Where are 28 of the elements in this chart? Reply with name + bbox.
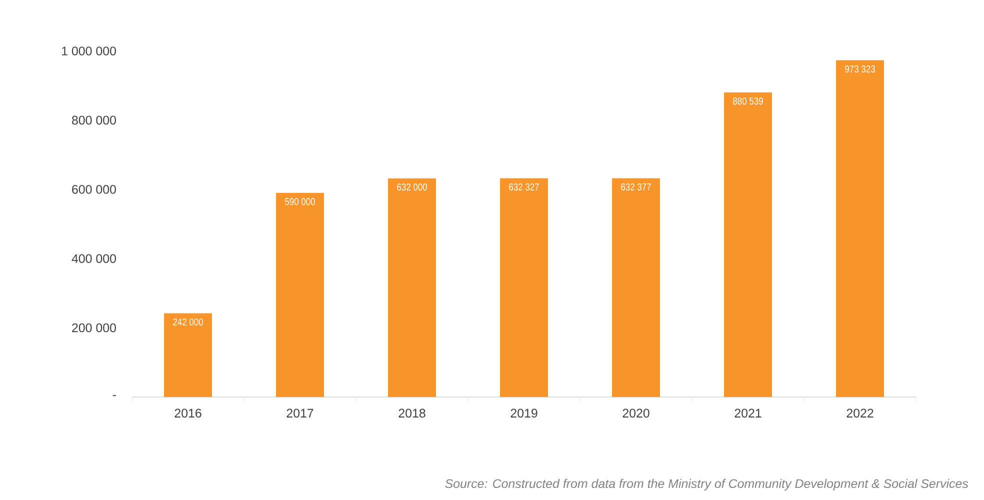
data-label: 632 377: [621, 183, 651, 190]
bar: [388, 178, 436, 397]
y-tick-label: 1 000 000: [62, 46, 116, 56]
y-tick-label: 200 000: [72, 323, 116, 332]
y-tick-label: 400 000: [72, 254, 116, 264]
data-label: 880 539: [733, 98, 763, 105]
x-tick-label: 2020: [622, 408, 650, 418]
data-label: 632 000: [397, 184, 427, 191]
bar: [500, 178, 548, 397]
y-tick-label: 600 000: [72, 184, 116, 194]
x-tick-label: 2021: [734, 408, 762, 418]
bar: [724, 92, 772, 397]
y-tick-label: 800 000: [72, 116, 116, 125]
bar: [276, 192, 324, 397]
x-tick-label: 2022: [846, 408, 874, 418]
source-note: Source: Constructed from data from the Ministry of Community Development & Social Services: [445, 478, 968, 490]
data-label: 632 327: [509, 183, 539, 190]
bar: [836, 60, 884, 397]
bar: [612, 178, 660, 397]
x-tick-label: 2017: [286, 408, 314, 418]
data-label: 242 000: [173, 318, 203, 326]
x-tick-label: 2016: [174, 408, 202, 418]
x-tick-label: 2019: [510, 408, 538, 418]
y-tick-label: -: [112, 395, 116, 396]
bar: [164, 313, 212, 397]
data-label: 973 323: [845, 65, 875, 72]
x-tick-label: 2018: [398, 408, 426, 418]
data-label: 590 000: [285, 198, 315, 206]
